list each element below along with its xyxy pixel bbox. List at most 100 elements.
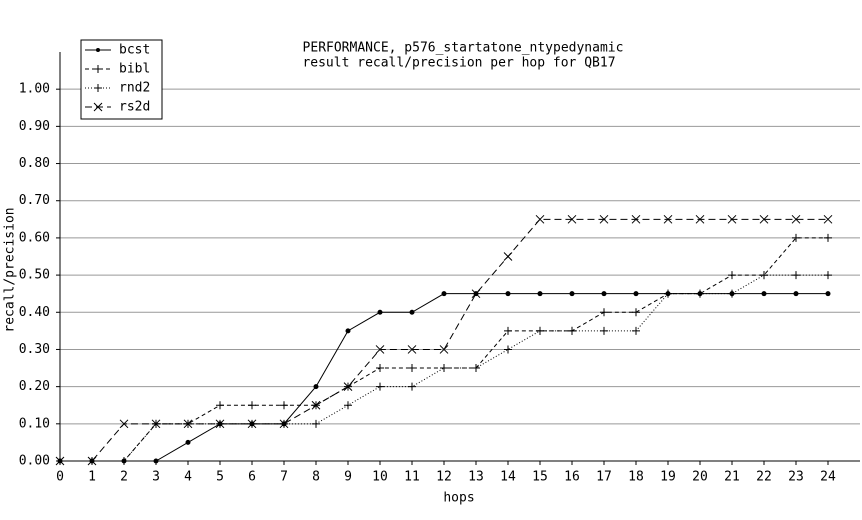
marker bbox=[760, 271, 768, 280]
legend-marker bbox=[94, 84, 102, 92]
marker bbox=[153, 458, 159, 464]
marker bbox=[375, 345, 385, 354]
x-tick-label: 1 bbox=[88, 470, 96, 485]
chart-title: PERFORMANCE, p576_startatone_ntypedynami… bbox=[303, 41, 624, 56]
legend-marker bbox=[96, 48, 100, 52]
marker bbox=[824, 233, 832, 242]
legend-box bbox=[80, 39, 163, 120]
y-tick-label: 0.00 bbox=[19, 454, 50, 469]
marker bbox=[247, 419, 257, 429]
marker bbox=[600, 308, 608, 317]
marker bbox=[215, 419, 225, 429]
x-tick-label: 19 bbox=[660, 470, 676, 485]
x-tick-label: 11 bbox=[404, 470, 420, 485]
marker bbox=[761, 291, 767, 297]
y-tick-label: 0.50 bbox=[19, 268, 50, 283]
series-line bbox=[60, 218, 828, 462]
legend-label: rnd2 bbox=[119, 81, 150, 96]
x-tick-label: 9 bbox=[344, 470, 352, 485]
y-tick-label: 0.40 bbox=[19, 305, 50, 320]
marker bbox=[535, 214, 545, 224]
marker bbox=[119, 419, 129, 429]
y-tick-label: 0.20 bbox=[19, 379, 50, 394]
marker bbox=[120, 457, 128, 465]
marker bbox=[503, 252, 513, 261]
legend-label: rs2d bbox=[119, 100, 150, 115]
marker bbox=[632, 308, 640, 317]
marker bbox=[568, 326, 576, 335]
legend-marker bbox=[94, 65, 102, 73]
marker bbox=[824, 271, 832, 280]
marker bbox=[343, 382, 353, 391]
marker bbox=[55, 456, 65, 466]
marker bbox=[728, 271, 736, 280]
y-tick-label: 0.80 bbox=[19, 156, 50, 171]
marker bbox=[569, 291, 575, 297]
marker bbox=[376, 382, 384, 391]
marker bbox=[825, 291, 831, 297]
x-tick-label: 15 bbox=[532, 470, 548, 485]
marker bbox=[279, 419, 289, 429]
marker bbox=[505, 291, 511, 297]
x-tick-label: 14 bbox=[500, 470, 516, 485]
x-tick-label: 3 bbox=[152, 470, 160, 485]
marker bbox=[792, 271, 800, 280]
y-tick-label: 0.10 bbox=[19, 416, 50, 431]
legend-label: bibl bbox=[119, 62, 150, 77]
x-tick-label: 16 bbox=[564, 470, 580, 485]
marker bbox=[312, 419, 320, 428]
marker bbox=[183, 419, 193, 429]
marker bbox=[664, 289, 672, 298]
x-tick-label: 23 bbox=[788, 470, 804, 485]
marker bbox=[472, 364, 480, 373]
chart-subtitle: result recall/precision per hop for QB17 bbox=[302, 56, 615, 71]
x-tick-label: 2 bbox=[120, 470, 128, 485]
marker bbox=[791, 214, 801, 224]
marker bbox=[536, 326, 544, 335]
marker bbox=[216, 401, 224, 410]
marker bbox=[408, 364, 416, 373]
marker bbox=[793, 291, 799, 297]
marker bbox=[599, 214, 609, 224]
y-axis-label: recall/precision bbox=[3, 207, 18, 332]
marker bbox=[696, 289, 704, 298]
marker bbox=[792, 233, 800, 242]
x-tick-label: 0 bbox=[56, 470, 64, 485]
y-tick-label: 1.00 bbox=[19, 82, 50, 97]
x-tick-label: 13 bbox=[468, 470, 484, 485]
marker bbox=[248, 401, 256, 410]
y-tick-label: 0.90 bbox=[19, 119, 50, 134]
marker bbox=[409, 309, 415, 315]
x-tick-label: 5 bbox=[216, 470, 224, 485]
marker bbox=[440, 364, 448, 373]
x-tick-label: 10 bbox=[372, 470, 388, 485]
marker bbox=[633, 291, 639, 297]
marker bbox=[601, 291, 607, 297]
marker bbox=[632, 326, 640, 335]
marker bbox=[407, 345, 417, 354]
x-tick-label: 6 bbox=[248, 470, 256, 485]
legend-marker bbox=[93, 102, 103, 112]
marker bbox=[313, 384, 319, 390]
marker bbox=[537, 291, 543, 297]
marker bbox=[345, 328, 351, 334]
series-line bbox=[60, 293, 828, 462]
marker bbox=[87, 456, 97, 466]
marker bbox=[376, 364, 384, 373]
marker bbox=[567, 214, 577, 224]
marker bbox=[439, 345, 449, 354]
x-tick-label: 24 bbox=[820, 470, 836, 485]
marker bbox=[185, 439, 191, 445]
y-tick-label: 0.70 bbox=[19, 193, 50, 208]
x-tick-label: 20 bbox=[692, 470, 708, 485]
x-tick-label: 7 bbox=[280, 470, 288, 485]
marker bbox=[311, 400, 321, 410]
marker bbox=[280, 401, 288, 410]
marker bbox=[759, 214, 769, 224]
x-tick-label: 4 bbox=[184, 470, 192, 485]
marker bbox=[727, 214, 737, 224]
x-tick-label: 21 bbox=[724, 470, 740, 485]
marker bbox=[151, 419, 161, 429]
x-tick-label: 22 bbox=[756, 470, 772, 485]
